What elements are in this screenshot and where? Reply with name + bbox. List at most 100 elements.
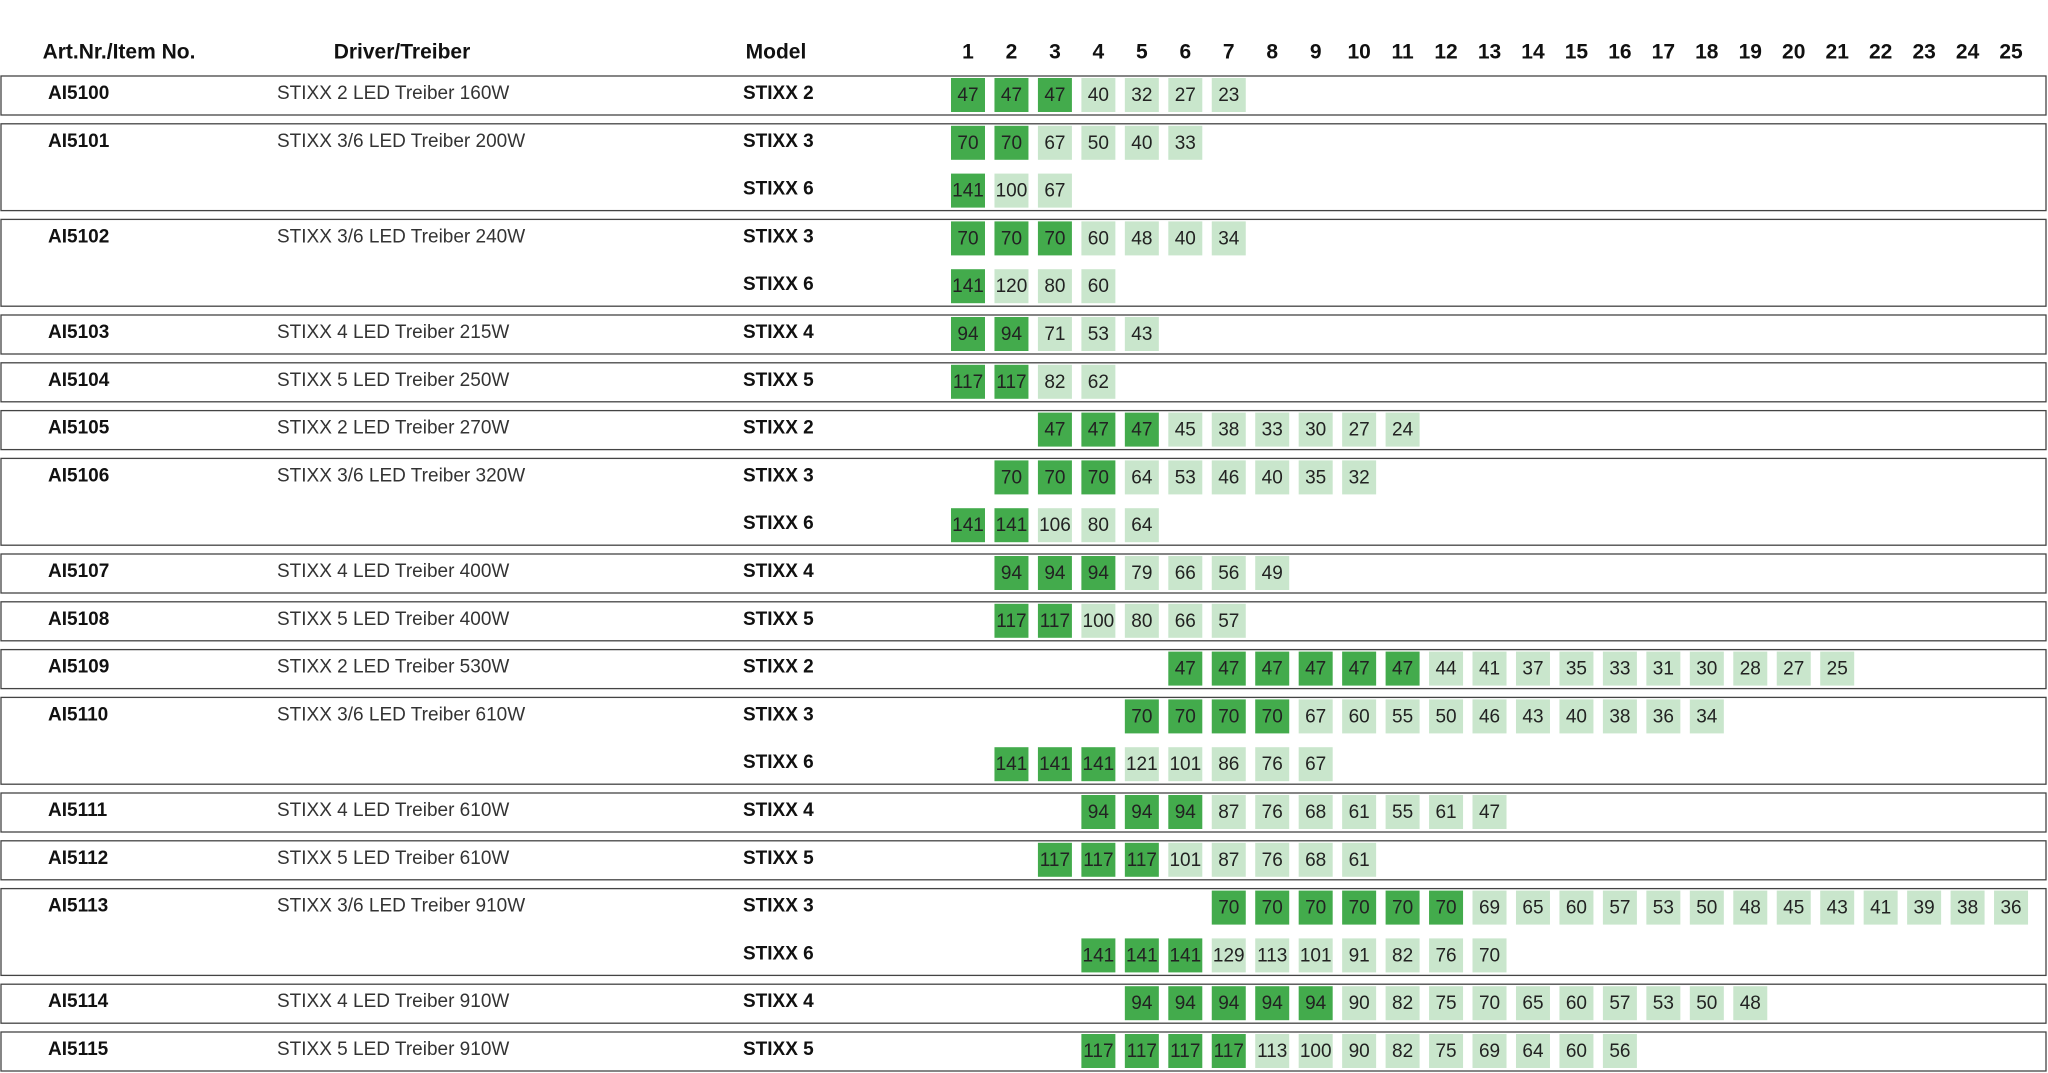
cell-value: 141: [1083, 945, 1115, 966]
cell: [1255, 556, 1290, 590]
cell: [1037, 125, 1072, 160]
cell-highlight: [951, 508, 985, 543]
cell: [1733, 986, 1768, 1021]
cell: [1385, 412, 1420, 447]
cell-value: 57: [1609, 898, 1630, 919]
cell-value: 35: [1566, 659, 1587, 680]
cell: [1211, 842, 1246, 877]
column-header: 20: [1782, 41, 1805, 64]
cell-value: 40: [1131, 133, 1152, 154]
cell: [1342, 842, 1377, 877]
cell: [1342, 412, 1377, 447]
driver: STIXX 2 LED Treiber 270W: [277, 418, 509, 439]
cell-value: 47: [957, 85, 978, 106]
cell-highlight: [994, 125, 1029, 160]
cell-value: 65: [1522, 993, 1543, 1014]
cell: [1211, 556, 1246, 590]
cell: [1429, 986, 1464, 1021]
cell-value: 94: [1305, 993, 1327, 1014]
cell: [1559, 651, 1594, 686]
cell-value: 70: [1305, 898, 1326, 919]
cell: [1211, 460, 1246, 495]
cell-value: 45: [1783, 898, 1804, 919]
cell-value: 47: [1131, 420, 1152, 441]
cell-highlight: [1081, 1034, 1116, 1068]
cell-value: 43: [1522, 706, 1543, 727]
cell-highlight: [994, 556, 1029, 590]
cell: [1602, 1034, 1637, 1068]
cell-highlight: [1255, 699, 1290, 734]
cell-value: 41: [1870, 898, 1891, 919]
model: STIXX 3: [743, 704, 814, 725]
cell-value: 39: [1914, 898, 1935, 919]
cell-highlight: [1211, 890, 1246, 925]
model: STIXX 6: [743, 274, 814, 295]
cell-highlight: [994, 78, 1029, 112]
model: STIXX 4: [743, 991, 814, 1012]
driver: STIXX 4 LED Treiber 400W: [277, 561, 509, 582]
group-box: [0, 648, 2047, 690]
cell-value: 35: [1305, 467, 1326, 488]
cell-highlight: [1385, 890, 1420, 925]
cell-value: 141: [1169, 945, 1201, 966]
group-box: [0, 218, 2047, 307]
model: STIXX 6: [743, 513, 814, 534]
cell-value: 94: [1218, 993, 1240, 1014]
driver: STIXX 3/6 LED Treiber 320W: [277, 465, 525, 486]
cell-value: 76: [1262, 802, 1283, 823]
cell-value: 117: [1040, 850, 1070, 871]
cell: [1081, 508, 1116, 543]
cell-highlight: [994, 747, 1029, 782]
cell: [1168, 78, 1203, 112]
cell-value: 120: [996, 276, 1028, 297]
cell: [1081, 269, 1116, 304]
item-number: AI5107: [48, 561, 109, 582]
model: STIXX 5: [743, 609, 814, 630]
cell: [1168, 412, 1203, 447]
cell-value: 69: [1479, 1041, 1500, 1062]
cell-highlight: [1124, 795, 1159, 829]
cell: [994, 269, 1029, 304]
cell-value: 47: [1044, 85, 1065, 106]
cell-value: 47: [1218, 659, 1239, 680]
cell: [1863, 890, 1898, 925]
cell-value: 31: [1653, 659, 1674, 680]
cell-value: 53: [1653, 898, 1674, 919]
cell-value: 80: [1131, 611, 1152, 632]
cell-value: 40: [1262, 467, 1283, 488]
cell-highlight: [1168, 699, 1203, 734]
cell: [1342, 460, 1377, 495]
column-header: 7: [1223, 41, 1235, 64]
cell: [1168, 460, 1203, 495]
driver: STIXX 5 LED Treiber 610W: [277, 848, 509, 869]
cell-value: 141: [952, 276, 984, 297]
cell-highlight: [1081, 556, 1116, 590]
cell-highlight: [951, 125, 985, 160]
driver: STIXX 4 LED Treiber 215W: [277, 322, 509, 343]
cell-value: 48: [1740, 898, 1761, 919]
cell-value: 47: [1175, 659, 1196, 680]
cell: [1037, 508, 1072, 543]
cell-value: 38: [1957, 898, 1978, 919]
cell-value: 40: [1175, 228, 1196, 249]
cell-highlight: [1081, 938, 1116, 973]
cell: [1255, 412, 1290, 447]
group-box: [0, 362, 2047, 403]
cell-value: 28: [1740, 659, 1761, 680]
item-number: AI5114: [48, 991, 109, 1012]
cell-value: 117: [996, 611, 1026, 632]
cell: [1515, 986, 1550, 1021]
column-header: 25: [1999, 41, 2023, 64]
cell-value: 70: [1088, 467, 1109, 488]
cell: [1429, 795, 1464, 829]
cell: [1733, 890, 1768, 925]
cell: [1776, 890, 1811, 925]
cell-value: 70: [1435, 898, 1456, 919]
cell-highlight: [994, 317, 1029, 351]
driver: STIXX 5 LED Treiber 910W: [277, 1039, 509, 1060]
cell-value: 47: [1262, 659, 1283, 680]
model: STIXX 3: [743, 226, 814, 247]
column-header: 6: [1179, 41, 1191, 64]
cell-value: 47: [1392, 659, 1413, 680]
